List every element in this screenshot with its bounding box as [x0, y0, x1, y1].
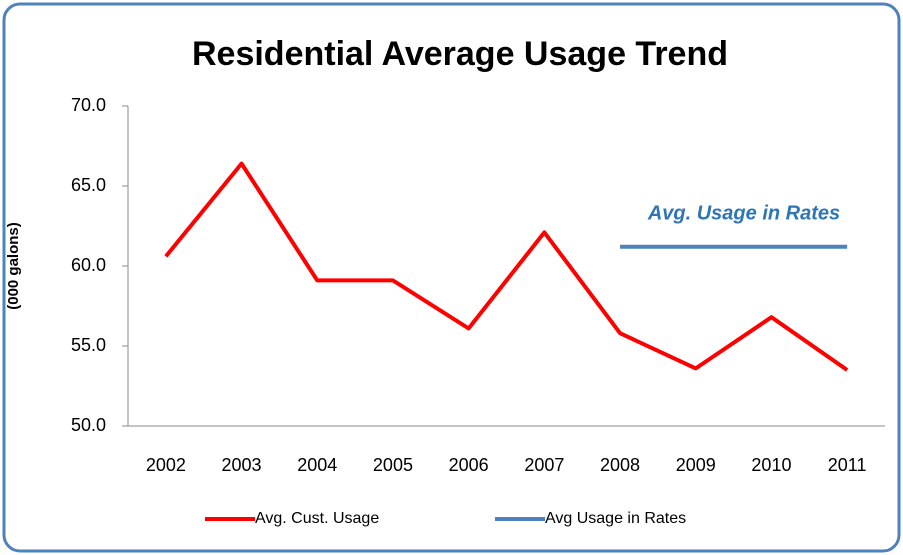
x-tick-label: 2007: [524, 455, 564, 475]
chart-title: Residential Average Usage Trend: [192, 35, 728, 73]
y-tick-label: 50.0: [71, 415, 106, 435]
y-tick-label: 55.0: [71, 335, 106, 355]
y-tick-label: 60.0: [71, 255, 106, 275]
x-tick-label: 2004: [297, 455, 337, 475]
x-tick-label: 2008: [600, 455, 640, 475]
x-tick-label: 2010: [751, 455, 791, 475]
line-series: [164, 161, 849, 372]
x-tick-label: 2005: [373, 455, 413, 475]
y-tick-label: 70.0: [71, 95, 106, 115]
x-tick-label: 2006: [449, 455, 489, 475]
legend-label: Avg. Cust. Usage: [255, 510, 379, 527]
x-tick-label: 2003: [222, 455, 262, 475]
y-axis-label: (000 galons): [5, 222, 22, 310]
x-tick-label: 2009: [676, 455, 716, 475]
annotation: Avg. Usage in Rates: [647, 202, 840, 224]
legend-label: Avg Usage in Rates: [545, 510, 686, 527]
y-tick-label: 65.0: [71, 175, 106, 195]
x-tick-label: 2011: [828, 455, 867, 475]
x-tick-label: 2002: [146, 455, 186, 475]
